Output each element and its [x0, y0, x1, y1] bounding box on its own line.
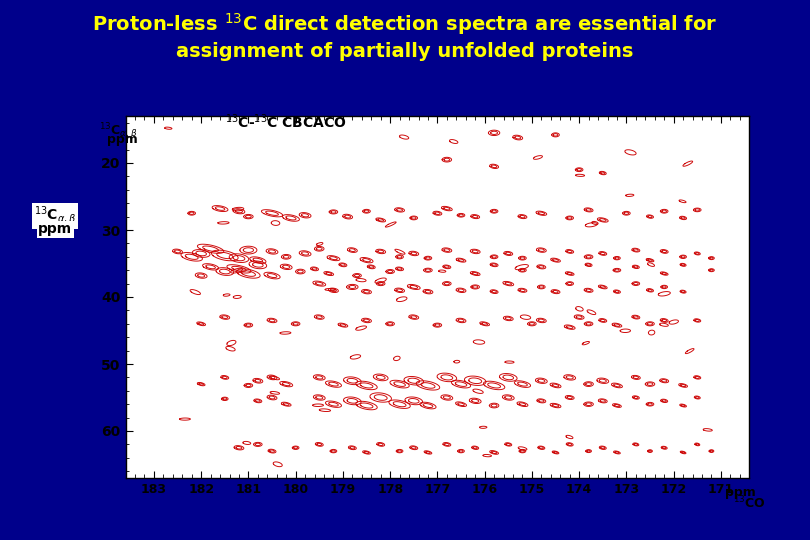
Text: assignment of partially unfolded proteins: assignment of partially unfolded protein… — [177, 42, 633, 61]
Text: $^{13}$C$_{\alpha,\beta}$: $^{13}$C$_{\alpha,\beta}$ — [34, 205, 76, 227]
Text: $^{13}$C$_{\alpha,\beta}$: $^{13}$C$_{\alpha,\beta}$ — [99, 122, 138, 142]
Text: ppm: ppm — [107, 133, 138, 146]
Text: ppm: ppm — [725, 485, 756, 499]
Text: $^{13}$CO: $^{13}$CO — [733, 495, 765, 512]
Text: Proton-less $^{13}$C direct detection spectra are essential for: Proton-less $^{13}$C direct detection sp… — [92, 11, 718, 37]
Text: ppm: ppm — [38, 222, 72, 237]
Text: $^{13}$C-$^{13}$C CBCACO: $^{13}$C-$^{13}$C CBCACO — [224, 112, 347, 131]
